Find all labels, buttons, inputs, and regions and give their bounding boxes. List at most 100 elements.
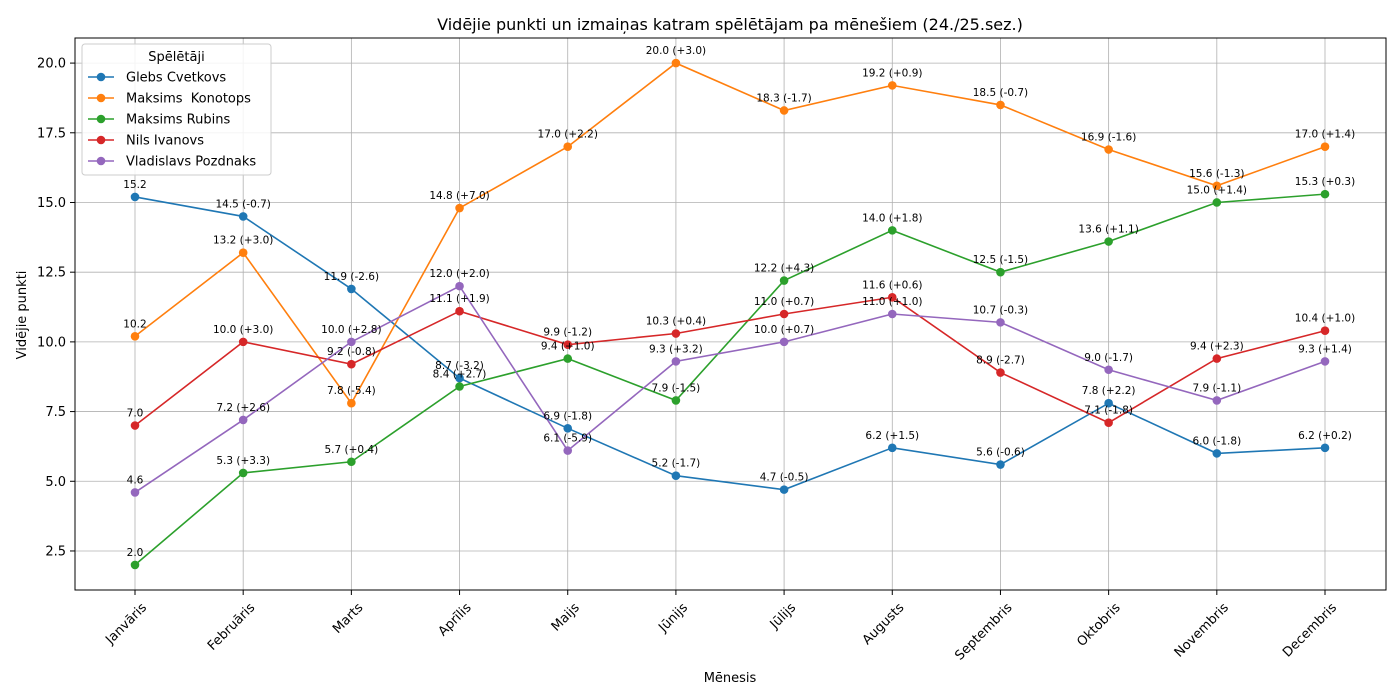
data-point-2-8 [996, 267, 1005, 277]
data-label-3-8: 8.9 (-2.7) [976, 355, 1025, 367]
series-layer [130, 58, 1330, 570]
data-label-0-7: 6.2 (+1.5) [865, 430, 919, 442]
data-point-0-4 [563, 424, 573, 433]
data-label-3-3: 11.1 (+1.9) [429, 293, 489, 305]
data-point-4-3 [455, 281, 464, 291]
data-point-3-3 [455, 306, 464, 316]
data-point-2-7 [887, 226, 897, 235]
y-axis-label: Vidējie punkti [15, 271, 30, 360]
data-point-0-5 [671, 471, 681, 480]
y-axis: 2.5 5.0 7.5 10.0 12.5 15.0 17.5 20.0 [37, 57, 75, 559]
data-point-0-7 [887, 443, 897, 453]
data-point-3-1 [238, 337, 248, 347]
data-label-4-2: 10.0 (+2.8) [321, 324, 381, 336]
data-label-3-2: 9.2 (-0.8) [327, 346, 376, 358]
data-point-4-2 [347, 337, 356, 347]
data-point-4-7 [887, 309, 897, 319]
data-label-3-6: 11.0 (+0.7) [754, 296, 814, 308]
data-point-4-1 [238, 415, 248, 425]
data-label-3-7: 11.6 (+0.6) [862, 279, 922, 291]
data-labels: 15.2 14.5 (-0.7) 11.9 (-2.6) 8.7 (-3.2) 6.9 … [123, 45, 1355, 559]
data-point-0-6 [779, 485, 789, 494]
data-point-2-4 [563, 354, 573, 363]
data-point-0-9 [1104, 398, 1113, 408]
data-point-1-9 [1104, 145, 1113, 154]
data-label-3-9: 7.1 (-1.8) [1084, 405, 1133, 417]
y-tick-label-6: 17.5 [37, 126, 66, 141]
data-label-2-8: 12.5 (-1.5) [973, 254, 1028, 266]
data-point-4-6 [779, 337, 789, 347]
data-label-0-3: 8.7 (-3.2) [435, 360, 484, 372]
data-label-4-10: 7.9 (-1.1) [1192, 382, 1241, 394]
data-point-2-5 [671, 396, 681, 405]
data-point-1-5 [671, 58, 681, 68]
data-point-0-0 [130, 192, 140, 202]
series-line-2 [134, 193, 1326, 566]
data-point-1-2 [347, 398, 356, 408]
data-label-2-9: 13.6 (+1.1) [1078, 224, 1138, 236]
data-label-4-1: 7.2 (+2.6) [216, 402, 270, 414]
data-point-0-8 [996, 460, 1005, 469]
series-2 [130, 189, 1330, 570]
data-point-1-11 [1320, 142, 1330, 152]
data-label-0-6: 4.7 (-0.5) [760, 472, 809, 484]
data-point-0-2 [347, 284, 356, 294]
data-label-3-5: 10.3 (+0.4) [646, 316, 706, 328]
legend-title: Spēlētāji [148, 50, 204, 65]
data-label-1-9: 16.9 (-1.6) [1081, 132, 1136, 144]
data-point-1-10 [1212, 181, 1222, 191]
y-tick-label-4: 12.5 [37, 266, 66, 281]
data-point-4-10 [1212, 396, 1222, 405]
series-line-1 [134, 62, 1326, 405]
data-point-1-3 [455, 203, 464, 213]
data-point-0-3 [455, 373, 464, 383]
data-label-0-9: 7.8 (+2.2) [1082, 385, 1136, 397]
data-label-3-0: 7.0 [127, 408, 144, 420]
x-tick-label-4: Maijs [549, 600, 583, 634]
x-tick-label-2: Marts [330, 600, 367, 637]
data-label-1-8: 18.5 (-0.7) [973, 87, 1028, 99]
data-label-4-5: 9.3 (+3.2) [649, 343, 703, 355]
legend-box [81, 43, 272, 176]
data-label-2-7: 14.0 (+1.8) [862, 212, 922, 224]
data-label-1-10: 15.6 (-1.3) [1189, 168, 1244, 180]
data-label-3-10: 9.4 (+2.3) [1190, 341, 1244, 353]
data-point-3-4 [563, 340, 573, 349]
data-point-0-10 [1212, 449, 1222, 458]
data-point-3-5 [671, 329, 681, 338]
data-label-4-11: 9.3 (+1.4) [1298, 343, 1352, 355]
x-tick-label-6: Jūlijs [767, 600, 799, 632]
data-point-3-10 [1212, 354, 1222, 363]
data-point-1-7 [887, 81, 897, 90]
data-label-0-4: 6.9 (-1.8) [543, 410, 592, 422]
data-point-4-5 [671, 357, 681, 366]
y-tick-label-7: 20.0 [37, 57, 66, 72]
x-tick-label-10: Novembris [1172, 600, 1232, 660]
data-point-2-10 [1212, 198, 1222, 207]
series-line-3 [134, 296, 1326, 427]
y-tick-label-2: 7.5 [45, 405, 66, 420]
data-point-1-0 [130, 332, 140, 341]
data-label-2-0: 2.0 [127, 547, 144, 559]
data-label-4-9: 9.0 (-1.7) [1084, 352, 1133, 364]
data-point-1-8 [996, 100, 1005, 110]
series-line-4 [134, 285, 1326, 494]
data-label-4-3: 12.0 (+2.0) [429, 268, 489, 280]
data-point-0-1 [238, 212, 248, 221]
legend-label-3: Nils Ivanovs [126, 134, 204, 149]
y-tick-label-1: 5.0 [45, 475, 66, 490]
data-label-0-5: 5.2 (-1.7) [652, 458, 701, 470]
data-point-1-1 [238, 248, 248, 257]
data-label-4-0: 4.6 [127, 474, 144, 486]
data-label-4-8: 10.7 (-0.3) [973, 304, 1028, 316]
data-point-2-6 [779, 276, 789, 285]
data-point-2-2 [347, 457, 356, 467]
legend-label-2: Maksims Rubins [126, 113, 230, 128]
data-label-0-2: 11.9 (-2.6) [324, 271, 379, 283]
y-tick-label-0: 2.5 [45, 544, 66, 559]
data-point-4-4 [563, 446, 573, 455]
data-point-2-3 [455, 382, 464, 391]
x-tick-label-3: Aprīlis [436, 600, 475, 639]
data-label-4-7: 11.0 (+1.0) [862, 296, 922, 308]
